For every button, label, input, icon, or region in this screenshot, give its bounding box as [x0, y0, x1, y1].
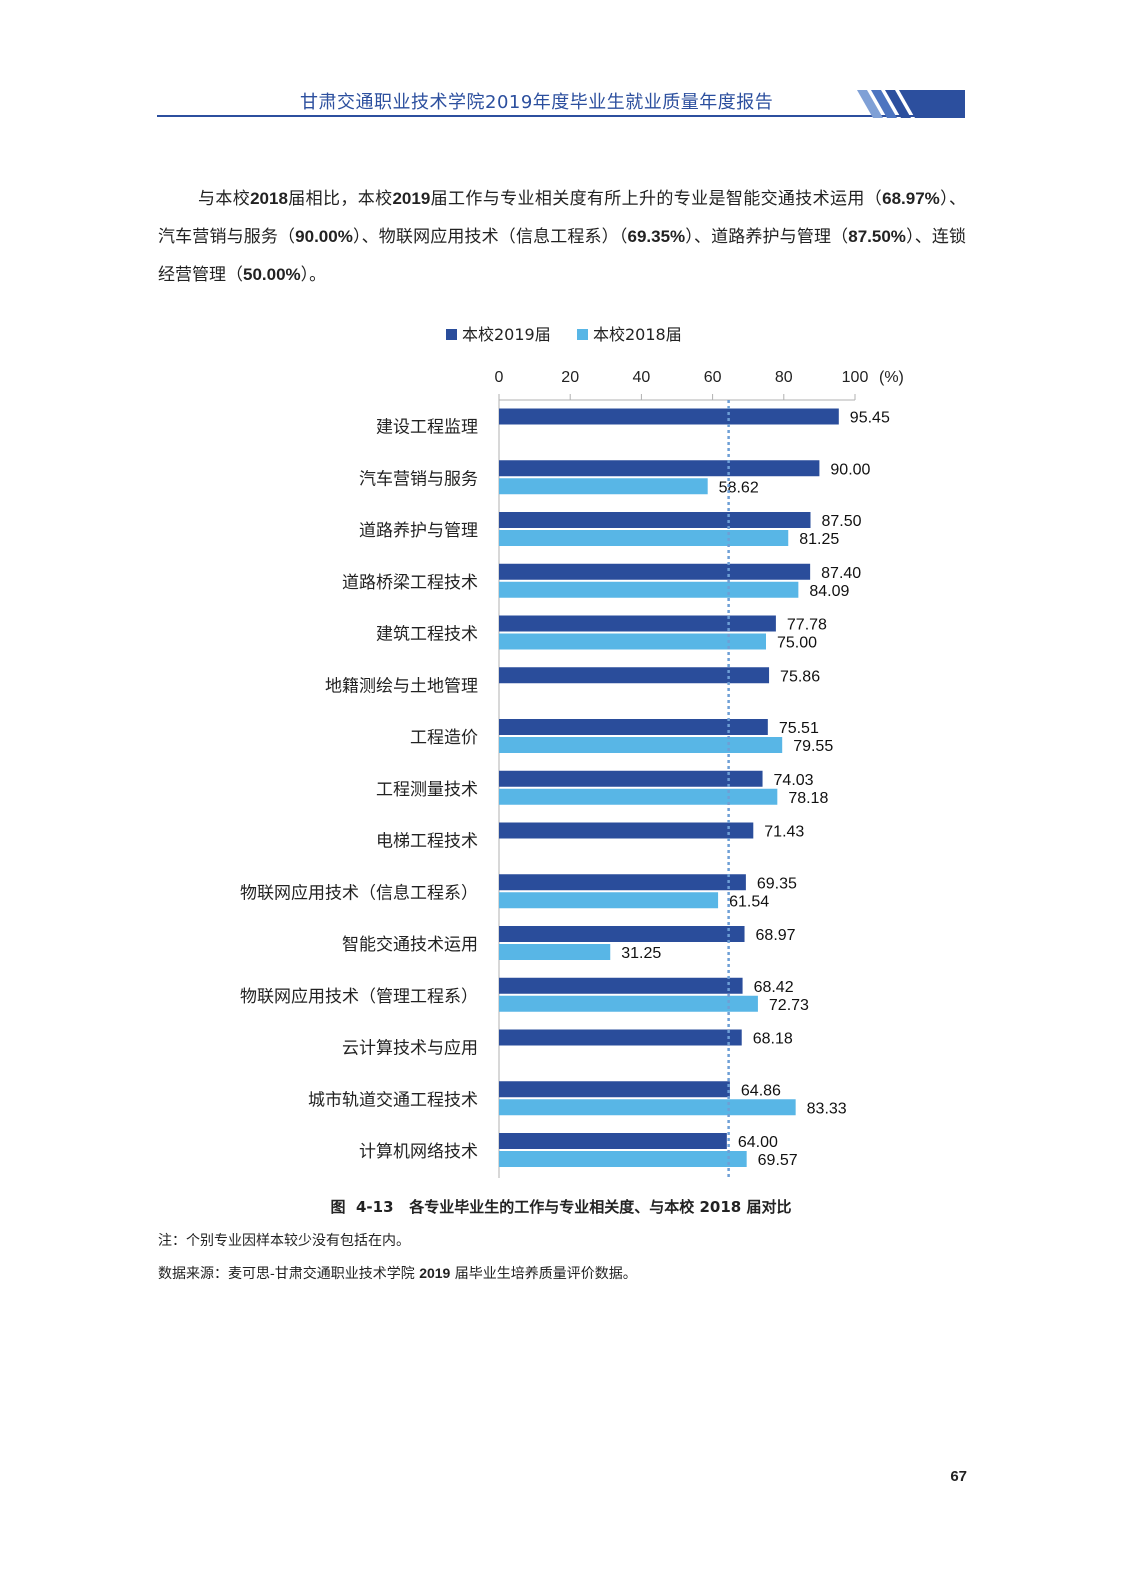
bar-2018: [499, 944, 611, 960]
data-label: 64.00: [738, 1134, 778, 1151]
data-label: 75.51: [779, 720, 819, 737]
data-label: 81.25: [799, 531, 839, 548]
data-label: 69.35: [757, 875, 797, 892]
bar-2019: [499, 770, 763, 787]
data-label: 87.40: [821, 565, 861, 582]
data-label: 87.50: [822, 513, 862, 530]
legend-label-1: 本校2019届: [462, 325, 551, 344]
data-label: 31.25: [621, 945, 661, 962]
body-paragraph: 与本校2018届相比，本校2019届工作与专业相关度有所上升的专业是智能交通技术…: [158, 189, 967, 285]
category-label: 建设工程监理: [376, 418, 478, 438]
bar-2019: [499, 408, 839, 425]
data-label: 78.18: [788, 790, 828, 807]
x-tick-label: 20: [561, 369, 579, 386]
category-label: 工程测量技术: [376, 780, 478, 800]
data-label: 74.03: [774, 772, 814, 789]
category-label: 汽车营销与服务: [359, 469, 478, 489]
x-tick-label: 60: [704, 369, 722, 386]
category-label: 建筑工程技术: [376, 625, 478, 645]
chart-note: 注：个别专业因样本较少没有包括在内。: [158, 1233, 410, 1249]
page-number: 67: [950, 1468, 967, 1485]
x-tick-label: 100: [842, 369, 869, 386]
data-label: 61.54: [729, 893, 769, 910]
header-title: 甘肃交通职业技术学院2019年度毕业生就业质量年度报告: [300, 92, 774, 113]
bar-2019: [499, 460, 820, 477]
bar-2019: [499, 926, 745, 942]
bar-2018: [499, 788, 778, 805]
x-tick-label: 40: [633, 369, 651, 386]
category-label: 物联网应用技术（管理工程系）: [240, 987, 478, 1007]
bar-2018: [499, 892, 719, 909]
bar-2019: [499, 874, 746, 891]
bar-2018: [499, 995, 758, 1012]
x-tick-label: 0: [495, 369, 504, 386]
data-label: 84.09: [809, 583, 849, 600]
bar-2018: [499, 633, 766, 650]
category-label: 计算机网络技术: [359, 1142, 478, 1162]
data-label: 72.73: [769, 997, 809, 1014]
data-label: 68.18: [753, 1031, 793, 1048]
bar-2019: [499, 1081, 730, 1098]
data-label: 69.57: [758, 1152, 798, 1169]
x-unit-label: (%): [879, 369, 904, 386]
bar-2019: [499, 615, 776, 632]
bar-2018: [499, 478, 708, 495]
data-label: 95.45: [850, 410, 890, 427]
category-label: 工程造价: [410, 728, 478, 748]
header-stripes-decoration: [857, 90, 965, 118]
category-label: 城市轨道交通工程技术: [308, 1090, 478, 1110]
bar-2019: [499, 719, 768, 735]
legend-swatch-2: [577, 329, 588, 340]
data-label: 71.43: [764, 824, 804, 841]
data-label: 58.62: [719, 479, 759, 496]
bar-2019: [499, 1029, 742, 1046]
data-label: 64.86: [741, 1082, 781, 1099]
bar-2018: [499, 737, 783, 753]
legend-label-2: 本校2018届: [593, 325, 682, 344]
bar-chart: 本校2019届 本校2018届 0 20 40 60 80 100 (%) 建设工程监理 95.45…: [240, 325, 904, 1178]
header-rule: [157, 115, 965, 117]
bar-2018: [499, 530, 789, 546]
data-label: 68.42: [754, 979, 794, 996]
category-label: 云计算技术与应用: [342, 1039, 478, 1059]
data-label: 83.33: [807, 1100, 847, 1117]
data-label: 68.97: [756, 927, 796, 944]
bar-2018: [499, 1151, 747, 1167]
bar-2019: [499, 512, 811, 528]
bar-2019: [499, 563, 811, 580]
bar-2018: [499, 1099, 796, 1116]
data-label: 75.86: [780, 668, 820, 685]
legend-swatch-1: [446, 329, 457, 340]
category-label: 地籍测绘与土地管理: [325, 676, 478, 696]
category-label: 智能交通技术运用: [342, 935, 478, 955]
category-label: 电梯工程技术: [376, 832, 478, 852]
bar-2019: [499, 977, 743, 994]
bar-2018: [499, 581, 799, 598]
bar-2019: [499, 1133, 727, 1149]
category-label: 物联网应用技术（信息工程系）: [240, 883, 478, 903]
figure-caption: 图 4-13 各专业毕业生的工作与专业相关度、与本校 2018 届对比: [330, 1198, 792, 1216]
category-label: 道路桥梁工程技术: [342, 573, 478, 593]
x-tick-label: 80: [775, 369, 793, 386]
bar-2019: [499, 822, 754, 839]
data-source: 数据来源：麦可思-甘肃交通职业技术学院 2019 届毕业生培养质量评价数据。: [158, 1265, 637, 1282]
category-label: 道路养护与管理: [359, 521, 478, 541]
data-label: 79.55: [793, 738, 833, 755]
data-label: 75.00: [777, 635, 817, 652]
data-label: 90.00: [830, 461, 870, 478]
bar-2019: [499, 667, 770, 684]
data-label: 77.78: [787, 617, 827, 634]
